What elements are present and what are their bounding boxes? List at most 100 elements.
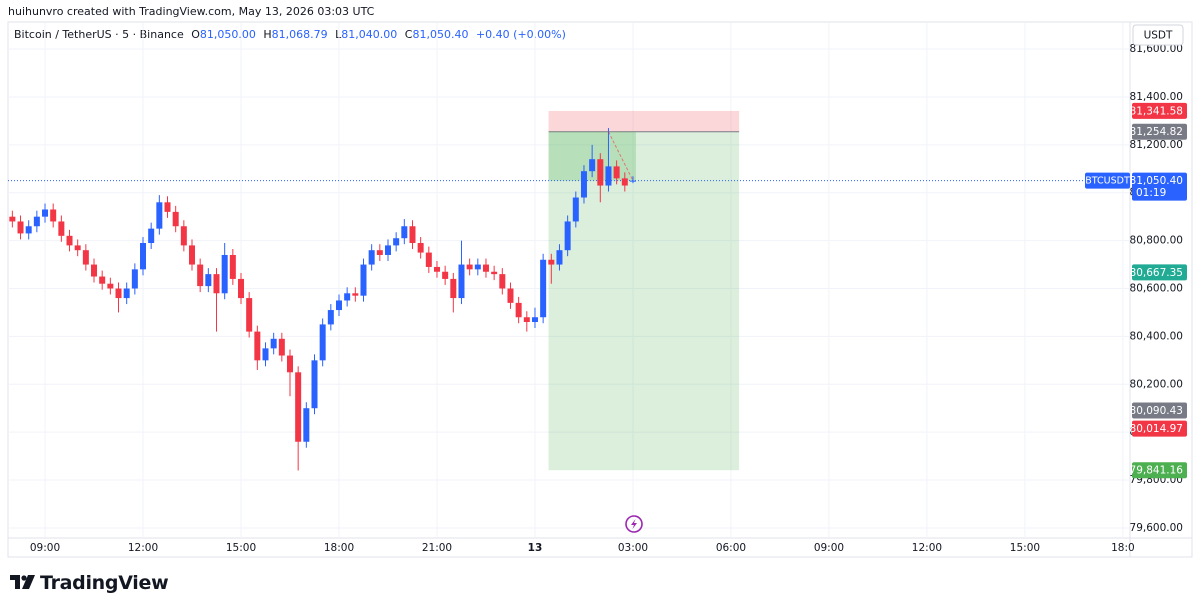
lightning-icon[interactable] bbox=[625, 515, 643, 533]
candle-body bbox=[499, 274, 506, 289]
candle-body bbox=[540, 259, 547, 318]
candle-body bbox=[401, 226, 408, 239]
last-price-label: 81,050.40 bbox=[1130, 175, 1183, 187]
price-marker-label: 79,841.16 bbox=[1130, 465, 1184, 477]
x-tick-label: 06:00 bbox=[716, 542, 746, 554]
candle-body bbox=[344, 293, 351, 301]
candle-body bbox=[33, 216, 40, 227]
price-marker bbox=[1132, 420, 1187, 437]
currency[interactable]: USDT bbox=[1144, 30, 1173, 42]
candle-body bbox=[311, 360, 318, 409]
candle-body bbox=[474, 264, 481, 270]
x-tick-label: 12:00 bbox=[912, 542, 942, 554]
last-price-tag bbox=[1132, 172, 1187, 201]
price-marker-label: 80,090.43 bbox=[1130, 405, 1183, 417]
y-tick-label: 80,400.00 bbox=[1130, 330, 1183, 342]
ohlc-value: 81,068.79 bbox=[271, 28, 328, 41]
candle-body bbox=[482, 264, 489, 272]
change: +0.40 (+0.00%) bbox=[475, 28, 566, 41]
ohlc-value: 81,040.00 bbox=[341, 28, 398, 41]
symbol: Bitcoin / TetherUS · 5 · Binance bbox=[14, 28, 184, 41]
candle-body bbox=[91, 264, 98, 277]
candle-body bbox=[50, 209, 57, 222]
position-guide bbox=[608, 131, 634, 181]
currency-box[interactable] bbox=[1132, 24, 1184, 46]
ohlc-value: 81,050.40 bbox=[412, 28, 469, 41]
price-marker-label: 80,014.97 bbox=[1130, 423, 1183, 435]
ohlc-key: H bbox=[263, 28, 272, 41]
candle-body bbox=[180, 226, 187, 246]
ohlc-key: O bbox=[191, 28, 200, 41]
x-tick-label: 12:00 bbox=[128, 542, 158, 554]
candle-body bbox=[360, 264, 367, 296]
symbol-tag bbox=[1085, 172, 1130, 189]
candle-body bbox=[107, 283, 114, 289]
candle-body bbox=[246, 298, 253, 332]
candle-body bbox=[442, 271, 449, 279]
price-marker bbox=[1132, 264, 1187, 281]
candle-body bbox=[368, 250, 375, 265]
ohlc-key: L bbox=[335, 28, 342, 41]
candle-body bbox=[327, 310, 334, 325]
y-tick-label: 81,600.00 bbox=[1130, 43, 1183, 55]
candle-body bbox=[213, 274, 220, 294]
candle-body bbox=[262, 348, 269, 361]
position-target-zone bbox=[548, 131, 740, 471]
candle-body bbox=[621, 178, 628, 186]
candle-body bbox=[409, 226, 416, 244]
brand: TradingView bbox=[40, 572, 169, 594]
y-tick-label: 81,400.00 bbox=[1130, 91, 1183, 103]
x-tick-label: 09:00 bbox=[30, 542, 60, 554]
symbol-label: BTCUSDT bbox=[1085, 176, 1130, 187]
countdown: 01:19 bbox=[1136, 187, 1166, 199]
candle-body bbox=[156, 202, 163, 229]
candle-body bbox=[393, 238, 400, 246]
candle-body bbox=[254, 331, 261, 361]
candle-body bbox=[172, 211, 179, 227]
candle-body bbox=[25, 226, 32, 234]
price-marker bbox=[1132, 402, 1187, 419]
price-marker bbox=[1132, 102, 1187, 119]
candle-body bbox=[286, 355, 293, 373]
candle-body bbox=[189, 245, 196, 265]
candle-body bbox=[42, 209, 49, 217]
candle-body bbox=[148, 228, 155, 244]
chart-frame bbox=[7, 21, 1193, 558]
candle-body bbox=[523, 317, 530, 323]
candle-body bbox=[123, 288, 130, 299]
candle-body bbox=[572, 197, 579, 222]
candle-body bbox=[491, 271, 498, 275]
brand-logo bbox=[10, 575, 35, 589]
candle-body bbox=[221, 254, 228, 294]
candle-body bbox=[425, 252, 432, 267]
candle-body bbox=[278, 338, 285, 356]
candle-body bbox=[548, 259, 555, 265]
x-tick-label: 18:0 bbox=[1111, 542, 1135, 554]
candle-body bbox=[564, 221, 571, 251]
candle-body bbox=[450, 278, 457, 299]
candle-body bbox=[335, 300, 342, 311]
candle-body bbox=[556, 250, 563, 265]
candle-body bbox=[205, 274, 212, 287]
price-marker-label: 81,341.58 bbox=[1130, 105, 1183, 117]
candle-body bbox=[384, 245, 391, 255]
x-tick-label: 15:00 bbox=[226, 542, 256, 554]
price-marker-label: 81,254.82 bbox=[1130, 126, 1183, 138]
candle-body bbox=[164, 202, 171, 212]
position-stop-zone bbox=[548, 110, 740, 132]
x-tick-label: 18:00 bbox=[324, 542, 354, 554]
candle-body bbox=[507, 288, 514, 303]
price-marker bbox=[1132, 462, 1187, 479]
candle-body bbox=[270, 338, 277, 349]
candle-body bbox=[531, 317, 538, 323]
candle-body bbox=[229, 254, 236, 279]
candle-body bbox=[82, 250, 89, 265]
candle-body bbox=[295, 372, 302, 442]
candle-body bbox=[9, 216, 16, 222]
candle-body bbox=[115, 288, 122, 299]
candle-body bbox=[352, 293, 359, 296]
x-tick-label: 09:00 bbox=[814, 542, 844, 554]
plot-layer: 79,600.0079,800.0080,000.0080,200.0080,4… bbox=[7, 21, 1193, 558]
candle-body bbox=[515, 302, 522, 318]
